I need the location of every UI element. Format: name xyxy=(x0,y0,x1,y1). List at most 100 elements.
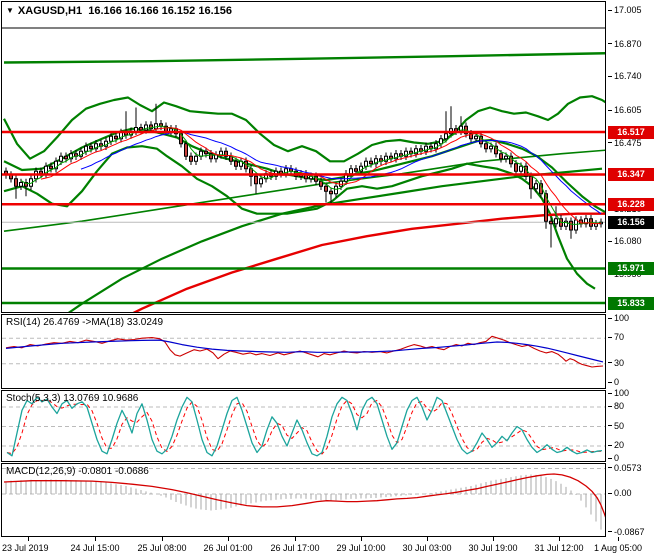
candle-body xyxy=(59,155,63,162)
candle-body xyxy=(444,133,448,140)
candle-body xyxy=(114,135,118,140)
candle-body xyxy=(204,150,208,155)
candle-body xyxy=(64,155,68,160)
price-tick: 16.080 xyxy=(608,236,642,246)
candle-body xyxy=(469,133,473,140)
axis-tick-mark xyxy=(608,425,612,426)
price-axis[interactable]: 17.00516.87016.74016.60516.47516.34516.2… xyxy=(608,0,660,560)
axis-tick-mark xyxy=(608,467,612,469)
candle-body xyxy=(384,155,388,162)
macd-tick: 0.0573 xyxy=(608,463,642,473)
candle-body xyxy=(499,153,503,160)
candle-body xyxy=(259,178,263,185)
rsi-tick: 30 xyxy=(608,358,624,368)
symbol-dropdown-icon[interactable]: ▼ xyxy=(6,6,14,15)
axis-tick-mark xyxy=(608,336,612,338)
axis-tick-mark xyxy=(608,109,612,111)
candle-body xyxy=(584,218,588,225)
time-tick-mark xyxy=(559,537,560,541)
rsi-canvas[interactable] xyxy=(2,315,605,388)
green-mid-ma xyxy=(3,149,605,232)
price-tick: 17.005 xyxy=(608,5,642,15)
axis-tick-label: 16.605 xyxy=(614,105,642,115)
time-axis[interactable]: 23 Jul 2019 24 Jul 15:00 25 Jul 08:00 26 Ju… xyxy=(0,537,660,560)
axis-tick-label: 100 xyxy=(614,313,630,323)
time-axis-label: 30 Jul 19:00 xyxy=(468,543,518,553)
axis-tick-label: 16.870 xyxy=(614,38,642,49)
symbol-period-label: XAGUSD,H1 xyxy=(17,5,83,17)
time-axis-label: 24 Jul 15:00 xyxy=(70,543,120,553)
candle-body xyxy=(19,182,23,187)
price-tick: 16.605 xyxy=(608,105,642,115)
rsi-panel[interactable]: RSI(14) 26.4769 ->MA(18) 33.0249 xyxy=(1,314,606,389)
candle-body xyxy=(109,135,113,142)
axis-tick-label: 0.0573 xyxy=(614,462,642,473)
candle-body xyxy=(534,183,538,190)
price-tick: 16.740 xyxy=(608,71,642,81)
candle-body xyxy=(369,160,373,165)
axis-tick-label: 0.00 xyxy=(614,488,632,498)
candle-body xyxy=(49,165,53,170)
price-chart-canvas[interactable] xyxy=(2,2,605,312)
red-long-ma xyxy=(132,212,605,312)
candle-body xyxy=(489,145,493,150)
candle-body xyxy=(334,185,338,195)
candle-body xyxy=(324,185,328,192)
candle-body xyxy=(54,160,58,170)
time-tick-mark xyxy=(28,537,29,541)
axis-tick-mark xyxy=(608,317,612,319)
rsi-ma-line xyxy=(5,339,604,363)
candle-body xyxy=(564,220,568,227)
rsi-tick: 70 xyxy=(608,332,624,342)
candle-body xyxy=(139,127,143,131)
fast-ma-red xyxy=(40,127,602,225)
fast-ma-blue xyxy=(80,131,602,215)
stoch-tick: 50 xyxy=(608,421,624,431)
axis-tick-mark xyxy=(608,9,612,11)
stochastic-panel[interactable]: Stoch(5,3,3) 13.0769 10.9686 xyxy=(1,390,606,462)
time-tick-mark xyxy=(361,537,362,541)
candle-body xyxy=(319,180,323,187)
rsi-label: RSI(14) 26.4769 ->MA(18) 33.0249 xyxy=(6,317,164,328)
candle-body xyxy=(14,178,18,187)
time-axis-label: 31 Jul 12:00 xyxy=(534,543,584,553)
axis-tick-mark xyxy=(608,492,612,494)
stochastic-canvas[interactable] xyxy=(2,391,605,461)
candle-body xyxy=(374,158,378,165)
axis-tick-label: 50 xyxy=(614,420,625,431)
time-axis-label: 26 Jul 17:00 xyxy=(270,543,320,553)
axis-tick-label: 80 xyxy=(614,401,625,411)
chart-title: ▼ XAGUSD,H1 16.166 16.166 16.152 16.156 xyxy=(6,5,232,17)
candle-body xyxy=(569,220,573,231)
candle-body xyxy=(224,150,228,157)
time-tick-mark xyxy=(493,537,494,541)
candle-body xyxy=(439,138,443,145)
macd-canvas[interactable] xyxy=(2,464,605,536)
candle-body xyxy=(349,168,353,175)
bollinger-upper-band xyxy=(3,95,605,163)
stoch-tick: 80 xyxy=(608,401,624,411)
price-level-badge: 15.833 xyxy=(608,296,654,310)
time-tick-mark xyxy=(295,537,296,541)
axis-tick-label: 0 xyxy=(614,453,620,463)
candle-body xyxy=(254,175,258,185)
time-tick-mark xyxy=(618,537,619,541)
candle-body xyxy=(544,193,548,222)
price-level-badge: 16.228 xyxy=(608,197,654,211)
macd-panel[interactable]: MACD(12,26,9) -0.0801 -0.0686 xyxy=(1,463,606,537)
candle-body xyxy=(414,148,418,155)
candle-body xyxy=(134,127,138,132)
candle-body xyxy=(529,175,533,190)
candle-body xyxy=(184,143,188,157)
axis-tick-mark xyxy=(608,405,612,407)
time-axis-label: 26 Jul 01:00 xyxy=(203,543,253,553)
time-tick-mark xyxy=(162,537,163,541)
candle-body xyxy=(84,145,88,152)
stochastic-label: Stoch(5,3,3) 13.0769 10.9686 xyxy=(6,393,139,404)
price-chart-panel[interactable] xyxy=(1,1,606,313)
time-axis-label: 29 Jul 10:00 xyxy=(336,543,386,553)
ohlc-values: 16.166 16.166 16.152 16.156 xyxy=(88,5,232,17)
macd-signal-line xyxy=(3,473,605,518)
candle-body xyxy=(484,143,488,150)
macd-tick: -0.0867 xyxy=(608,527,645,537)
